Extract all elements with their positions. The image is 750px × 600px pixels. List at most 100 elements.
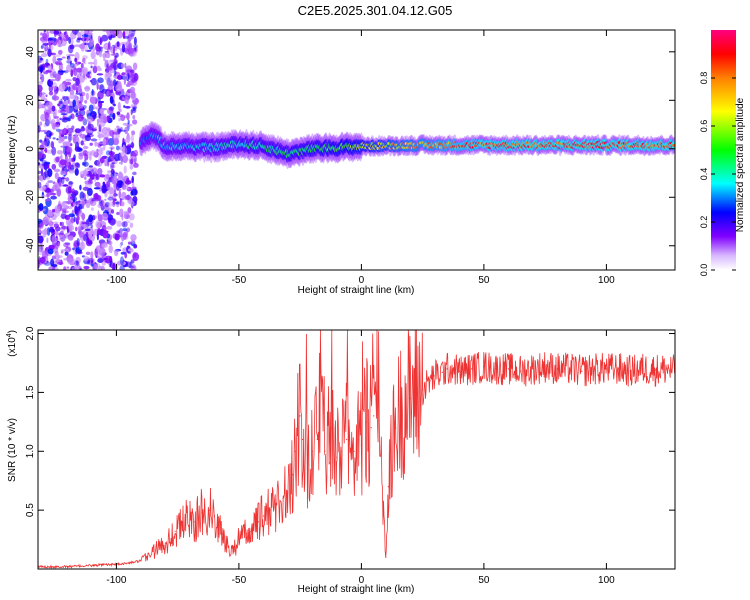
- snr-point: [346, 438, 348, 441]
- noise-blob: [60, 250, 64, 254]
- noise-blob: [62, 184, 69, 187]
- noise-blob: [63, 100, 69, 106]
- noise-blob: [133, 244, 138, 249]
- noise-blob: [69, 165, 73, 169]
- noise-blob: [104, 94, 107, 97]
- noise-blob: [74, 44, 80, 47]
- snr-point: [316, 438, 318, 441]
- noise-blob: [81, 200, 85, 209]
- snr-multiplier-close: ): [7, 330, 18, 333]
- noise-blob: [93, 263, 96, 268]
- noise-blob: [47, 52, 54, 55]
- noise-blob: [58, 234, 64, 238]
- noise-blob: [52, 184, 58, 191]
- snr-point: [353, 450, 355, 452]
- noise-blob: [121, 191, 127, 200]
- noise-blob: [38, 181, 42, 189]
- noise-blob: [69, 196, 76, 200]
- noise-blob: [83, 143, 86, 146]
- noise-blob: [101, 126, 109, 135]
- noise-blob: [131, 175, 134, 184]
- snr-point: [507, 368, 509, 370]
- noise-blob: [69, 62, 75, 68]
- noise-blob: [122, 122, 129, 126]
- noise-blob: [90, 258, 94, 264]
- noise-blob: [56, 124, 60, 128]
- noise-blob: [51, 163, 57, 170]
- noise-blob: [66, 55, 71, 60]
- noise-blob: [129, 47, 136, 57]
- noise-blob: [58, 63, 64, 72]
- snr-point: [385, 556, 387, 558]
- noise-blob: [132, 115, 136, 120]
- snr-point: [324, 450, 326, 452]
- noise-blob: [97, 96, 101, 104]
- noise-blob: [58, 70, 66, 73]
- noise-blob: [59, 159, 67, 166]
- noise-blob: [82, 162, 85, 166]
- noise-blob: [63, 127, 67, 134]
- noise-blob: [70, 143, 73, 147]
- snr-point: [66, 566, 68, 568]
- snr-point: [91, 564, 93, 567]
- noise-blob: [62, 141, 68, 147]
- noise-blob: [74, 265, 78, 268]
- noise-blob: [113, 171, 117, 181]
- noise-blob: [112, 158, 116, 163]
- noise-blob: [60, 213, 67, 219]
- snr-point: [593, 368, 595, 370]
- noise-blob: [41, 53, 48, 58]
- noise-blob: [38, 101, 42, 110]
- x-tick-label: 0: [359, 275, 365, 286]
- noise-blob: [123, 211, 129, 216]
- noise-blob: [116, 211, 120, 216]
- noise-blob: [122, 184, 127, 190]
- y-tick-label: 20: [25, 94, 36, 106]
- noise-blob: [108, 151, 115, 156]
- noise-blob: [79, 93, 84, 103]
- snr-point: [152, 550, 154, 552]
- noise-blob: [97, 142, 104, 145]
- snr-point: [319, 415, 321, 417]
- noise-blob: [85, 92, 89, 101]
- noise-blob: [52, 81, 58, 90]
- snr-point: [495, 368, 497, 370]
- noise-blob: [117, 101, 121, 111]
- noise-blob: [52, 181, 56, 185]
- noise-blob: [76, 238, 80, 247]
- noise-blob: [58, 200, 61, 209]
- noise-blob: [122, 228, 128, 232]
- noise-blob: [40, 65, 43, 74]
- noise-blob: [53, 206, 61, 214]
- noise-blob: [38, 163, 45, 169]
- noise-blob: [56, 58, 63, 61]
- noise-blob: [89, 38, 95, 47]
- noise-blob: [38, 235, 44, 244]
- noise-blob: [75, 162, 80, 168]
- figure-title: C2E5.2025.301.04.12.G05: [298, 3, 453, 18]
- noise-blob: [124, 62, 127, 69]
- noise-blob: [120, 114, 126, 122]
- noise-blob: [63, 135, 68, 140]
- noise-blob: [53, 221, 59, 224]
- noise-blob: [89, 96, 97, 104]
- noise-blob: [66, 266, 70, 269]
- noise-blob: [53, 168, 61, 173]
- noise-blob: [120, 127, 123, 132]
- noise-blob: [67, 57, 72, 62]
- snr-point: [382, 509, 384, 511]
- spectrogram-x-ticks: -100 -50 0 50 100: [106, 30, 615, 286]
- noise-blob: [101, 184, 107, 194]
- noise-blob: [122, 30, 126, 39]
- noise-blob: [61, 56, 66, 59]
- noise-blob: [94, 141, 98, 147]
- noise-blob: [126, 177, 130, 183]
- snr-point: [262, 515, 264, 517]
- snr-point: [380, 450, 382, 452]
- noise-blob: [130, 33, 135, 37]
- noise-blob: [76, 251, 83, 255]
- noise-blob: [79, 267, 83, 270]
- snr-point: [446, 368, 448, 370]
- noise-blob: [94, 175, 97, 183]
